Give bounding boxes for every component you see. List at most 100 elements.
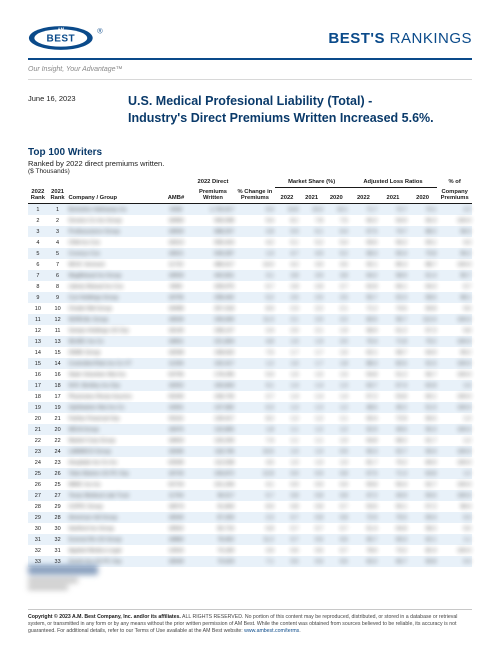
cell: 1.2 xyxy=(299,413,324,424)
cell: 100.0 xyxy=(437,215,472,226)
cell: 61.4 xyxy=(408,270,438,281)
cell: 1.3 xyxy=(324,380,349,391)
cell: 106,872 xyxy=(191,468,235,479)
cell: 0.7 xyxy=(324,545,349,556)
table-row: 88Liberty Mutual Ins Cos0060328,9756.72.… xyxy=(28,281,472,292)
cell: 60.2 xyxy=(349,215,379,226)
copyright-link: www.ambest.com/terms xyxy=(244,628,299,634)
cell: 1.4 xyxy=(324,391,349,402)
cell: 18268 xyxy=(161,347,191,358)
col-group-header: 2022 Direct xyxy=(191,177,235,188)
table-row: 1718W.R. Berkley Ins Grp18252165,8439.11… xyxy=(28,380,472,391)
cell: 0.8 xyxy=(324,490,349,501)
cell: 126,293 xyxy=(191,435,235,446)
cell: 25 xyxy=(28,468,48,479)
cell: 100.0 xyxy=(437,490,472,501)
cell: Chubb INA Group xyxy=(67,303,161,314)
cell: 2.1 xyxy=(324,303,349,314)
cell: 63.8 xyxy=(408,468,438,479)
section-sub: Ranked by 2022 direct premiums written. xyxy=(28,159,472,168)
cell: 78.6 xyxy=(349,545,379,556)
cell: 62.7 xyxy=(408,479,438,490)
cell: 198,632 xyxy=(191,347,235,358)
cell: 7.6 xyxy=(235,347,274,358)
cell: 100.0 xyxy=(437,479,472,490)
cell: 67.5 xyxy=(349,468,379,479)
cell: 43.9 xyxy=(378,490,408,501)
cell: 11722 xyxy=(161,259,191,270)
cell: 32 xyxy=(28,545,48,556)
cell: 7.8 xyxy=(299,215,324,226)
cell: 25 xyxy=(48,479,68,490)
cell: 2.2 xyxy=(324,314,349,325)
cell: 6.4 xyxy=(324,226,349,237)
cell: 02724 xyxy=(161,479,191,490)
cell: ISMIE Group xyxy=(67,347,161,358)
cell: 1.9 xyxy=(299,336,324,347)
cell: 0.8 xyxy=(324,468,349,479)
table-row: 2625MMIC Ins Inc02724101,2944.10.90.90.9… xyxy=(28,479,472,490)
cell: 8.9 xyxy=(235,303,274,314)
cell: 16.1 xyxy=(324,204,349,216)
cell: 5.2 xyxy=(299,237,324,248)
cell: 18706 xyxy=(161,292,191,303)
cell: 1.2 xyxy=(275,413,300,424)
col-header: Premiums Written xyxy=(191,187,235,204)
cell: 5.8 xyxy=(437,325,472,336)
cell: 2.1 xyxy=(275,314,300,325)
header-bar: AM BEST SINCE 1899 ® BEST'S RANKINGS xyxy=(28,24,472,60)
table-row: 1817Physicians Recip Insurers03240158,72… xyxy=(28,391,472,402)
cell: 0.9 xyxy=(275,479,300,490)
cell: 298,442 xyxy=(191,292,235,303)
cell: 56.4 xyxy=(378,479,408,490)
cell: 56.3 xyxy=(408,215,438,226)
cell: 5.9 xyxy=(235,369,274,380)
cell: 61.4 xyxy=(349,523,379,534)
cell: 70,629 xyxy=(191,556,235,567)
cell: 100.0 xyxy=(437,424,472,435)
cell: 51.9 xyxy=(408,402,438,413)
cell: 1.5 xyxy=(299,369,324,380)
cell: 12 xyxy=(48,314,68,325)
cell: 19 xyxy=(28,402,48,413)
cell: Hartford Ins Group xyxy=(67,523,161,534)
cell: MICA Group xyxy=(67,424,161,435)
cell: Physicians Recip Insurers xyxy=(67,391,161,402)
cell: 82,716 xyxy=(191,523,235,534)
cell: 101,294 xyxy=(191,479,235,490)
cell: 19 xyxy=(48,402,68,413)
cell: CNA Ins Cos xyxy=(67,237,161,248)
cell: 3.9 xyxy=(299,259,324,270)
table-row: 3030Hartford Ins Group1850282,7166.80.70… xyxy=(28,523,472,534)
cell: 1.5 xyxy=(275,369,300,380)
cell: 69.8 xyxy=(408,303,438,314)
cell: 64.3 xyxy=(408,281,438,292)
col-group-header xyxy=(67,177,161,188)
cell: 26 xyxy=(28,479,48,490)
section-unit: ($ Thousands) xyxy=(28,168,472,175)
main-title-line2: Industry's Direct Premiums Written Incre… xyxy=(128,110,472,127)
cell: Hospitals Ins Co Inc xyxy=(67,457,161,468)
cell: MCIC Vermont xyxy=(67,259,161,270)
cell: 18083 xyxy=(161,215,191,226)
cell: 73.2 xyxy=(378,545,408,556)
cell: 3 xyxy=(28,226,48,237)
cell: 0.6 xyxy=(324,534,349,545)
section-title: Top 100 Writers xyxy=(28,147,472,158)
cell: 0.5 xyxy=(437,523,472,534)
cell: 0060 xyxy=(161,281,191,292)
cell: 5.2 xyxy=(235,292,274,303)
cell: 6.1 xyxy=(299,226,324,237)
cell: 4 xyxy=(28,237,48,248)
table-row: 1415ISMIE Group18268198,6327.61.71.71.66… xyxy=(28,347,472,358)
cell: Tokio Marine US PC Grp xyxy=(67,468,161,479)
cell: 21 xyxy=(48,413,68,424)
cell: 7 xyxy=(28,270,48,281)
cell: 66.5 xyxy=(408,413,438,424)
cell: 4.7 xyxy=(275,248,300,259)
col-group-header xyxy=(235,177,274,188)
table-row: 67MCIC Vermont11722486,51714.04.23.93.69… xyxy=(28,259,472,270)
table-head: 2022 DirectMarket Share (%)Adjusted Loss… xyxy=(28,177,472,204)
table-body: 11Berkshire Hathaway Ins00581,726,9170.0… xyxy=(28,204,472,568)
cell: 99.2 xyxy=(437,347,472,358)
